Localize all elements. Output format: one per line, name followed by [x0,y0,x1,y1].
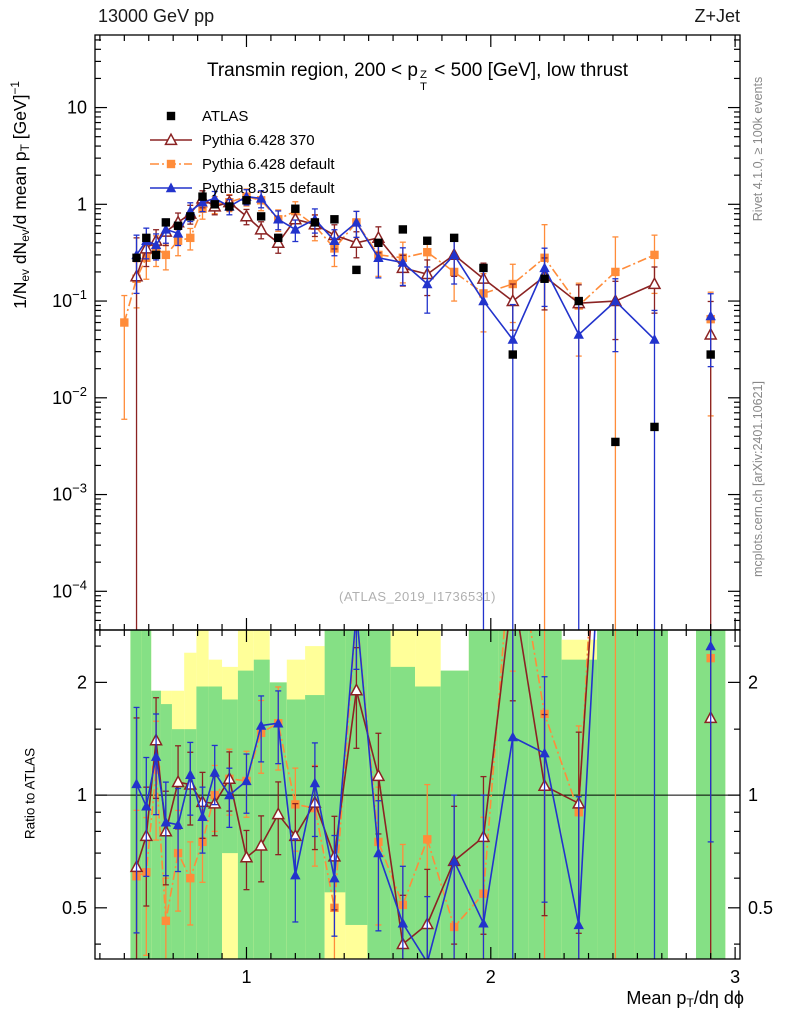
y-axis-title: 1/Nev dNev/d mean pT [GeV]−1 [8,80,32,309]
process-label: Z+Jet [694,6,740,26]
tick-label: 1 [77,785,87,805]
legend-item-1: Pythia 6.428 370 [148,128,335,152]
tick-label: 10 [67,98,87,118]
legend-item-2: Pythia 6.428 default [148,152,335,176]
tick-label: 2 [486,967,496,987]
tick-label: 0.5 [748,898,773,918]
tick-label: 10−2 [52,384,87,408]
legend-marker-square [166,111,176,121]
series-main-2 [120,188,715,630]
legend: ATLAS Pythia 6.428 370 Pythia 6.428 defaul… [148,104,335,200]
legend-marker-triangle [150,182,192,193]
legend-item-3: Pythia 8.315 default [148,176,335,200]
tick-label: 10−1 [52,287,87,311]
ratio-axis-title: Ratio to ATLAS [22,747,38,840]
tick-label: 1 [241,967,251,987]
rivet-version-note: Rivet 4.1.0, ≥ 100k events [751,76,765,222]
legend-label: ATLAS [202,107,249,125]
series-main-1 [129,190,718,630]
tick-label: 2 [77,672,87,692]
legend-label: Pythia 6.428 370 [202,131,315,149]
mcplots-note: mcplots.cern.ch [arXiv:2401.10621] [751,381,765,577]
analysis-watermark: (ATLAS_2019_I1736531) [339,589,496,604]
legend-label: Pythia 8.315 default [202,179,335,197]
tick-label: 10−3 [52,481,87,505]
tick-label: 1 [77,194,87,214]
tick-label: 10−4 [52,577,87,601]
legend-label: Pythia 6.428 default [202,155,335,173]
axes: 1 2 3 10 1 10−1 10−2 10−3 10−4 2 2 1 1 0.5 0.5 [52,34,773,987]
legend-item-0: ATLAS [148,104,335,128]
tick-label: 2 [748,672,758,692]
beam-energy-label: 13000 GeV pp [98,6,215,26]
legend-marker-triangle-open [150,132,192,146]
x-axis-title: Mean pT/dη dϕ [626,988,744,1011]
tick-label: 1 [748,785,758,805]
tick-label: 3 [730,967,740,987]
legend-marker-square [150,159,192,169]
series-main-0 [132,192,715,447]
series-ratio-3 [131,630,716,959]
tick-label: 0.5 [62,898,87,918]
